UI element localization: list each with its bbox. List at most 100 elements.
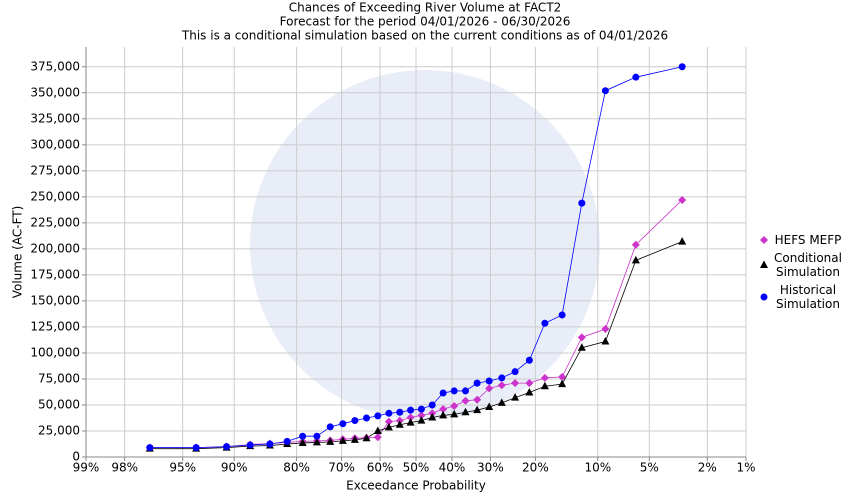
marker	[395, 420, 404, 428]
x-tick-label: 30%	[477, 461, 504, 475]
y-tick-label: 50,000	[38, 397, 80, 411]
marker	[417, 411, 426, 420]
marker	[485, 402, 494, 411]
marker	[439, 389, 447, 397]
x-tick-label: 80%	[283, 461, 310, 475]
marker	[450, 387, 458, 395]
marker	[246, 441, 254, 449]
chart-title: Chances of Exceeding River Volume at FAC…	[289, 1, 562, 15]
x-tick-label: 20%	[522, 461, 549, 475]
marker	[439, 410, 448, 419]
marker	[373, 426, 382, 434]
y-tick-label: 125,000	[30, 319, 80, 333]
marker	[678, 195, 687, 204]
x-tick-label: 1%	[736, 461, 755, 475]
y-tick-label: 0	[72, 450, 80, 464]
marker	[396, 408, 404, 416]
y-tick-label: 250,000	[30, 189, 80, 203]
y-tick-label: 225,000	[30, 215, 80, 229]
marker	[351, 417, 359, 425]
marker	[298, 438, 307, 446]
marker	[540, 373, 549, 382]
marker	[350, 435, 359, 443]
marker	[266, 440, 274, 448]
marker	[497, 398, 506, 406]
legend-marker	[760, 236, 768, 244]
legend-label: Historical Simulation	[776, 283, 840, 311]
x-tick-label: 60%	[367, 461, 394, 475]
marker	[428, 412, 437, 421]
marker	[631, 255, 640, 264]
x-tick-label: 70%	[328, 461, 355, 475]
marker	[439, 405, 448, 414]
marker	[473, 395, 482, 404]
x-tick-label: 99%	[73, 461, 100, 475]
x-tick-label: 90%	[221, 461, 248, 475]
marker	[473, 379, 481, 387]
marker	[313, 432, 321, 440]
marker	[192, 444, 200, 452]
marker	[450, 402, 459, 411]
marker	[525, 387, 534, 396]
marker	[577, 333, 586, 342]
marker	[511, 379, 520, 388]
marker	[461, 387, 469, 395]
marker	[678, 237, 687, 245]
chart-subtitle: Forecast for the period 04/01/2026 - 06/…	[280, 15, 571, 29]
marker	[541, 319, 549, 327]
marker	[497, 381, 506, 390]
y-tick-label: 100,000	[30, 345, 80, 359]
marker	[558, 311, 566, 319]
marker	[326, 423, 334, 431]
marker	[485, 377, 493, 385]
marker	[511, 393, 520, 401]
x-tick-label: 10%	[584, 461, 611, 475]
marker	[363, 414, 371, 422]
x-tick-label: 40%	[439, 461, 466, 475]
y-tick-label: 175,000	[30, 267, 80, 281]
marker	[678, 63, 686, 71]
legend-marker	[760, 260, 768, 268]
marker	[406, 413, 415, 422]
marker	[326, 437, 335, 445]
marker	[577, 343, 586, 351]
legend-marker	[760, 293, 768, 301]
marker	[283, 437, 291, 445]
marker	[632, 73, 640, 81]
marker	[406, 418, 415, 426]
marker	[601, 336, 610, 345]
marker	[312, 437, 321, 446]
y-tick-label: 375,000	[30, 59, 80, 73]
marker	[385, 409, 393, 417]
y-tick-label: 150,000	[30, 293, 80, 307]
y-tick-label: 350,000	[30, 85, 80, 99]
marker	[146, 444, 154, 452]
marker	[384, 422, 393, 431]
marker	[417, 416, 426, 424]
legend-label: HEFS MEFP	[774, 233, 842, 247]
marker	[558, 372, 567, 381]
marker	[525, 379, 534, 388]
marker	[373, 433, 382, 442]
marker	[601, 325, 610, 334]
marker	[338, 436, 347, 444]
marker	[299, 432, 307, 440]
marker	[450, 409, 459, 418]
marker	[362, 433, 371, 442]
y-tick-label: 200,000	[30, 241, 80, 255]
marker	[601, 87, 609, 95]
marker	[384, 417, 393, 426]
marker	[540, 381, 549, 390]
marker	[498, 374, 506, 382]
marker	[428, 401, 436, 409]
marker	[339, 420, 347, 428]
x-tick-label: 2%	[698, 461, 717, 475]
marker	[223, 443, 231, 451]
marker	[485, 384, 494, 393]
x-tick-label: 5%	[640, 461, 659, 475]
marker	[578, 199, 586, 207]
watermark	[250, 70, 600, 420]
y-axis-label: Volume (AC-FT)	[11, 206, 25, 299]
